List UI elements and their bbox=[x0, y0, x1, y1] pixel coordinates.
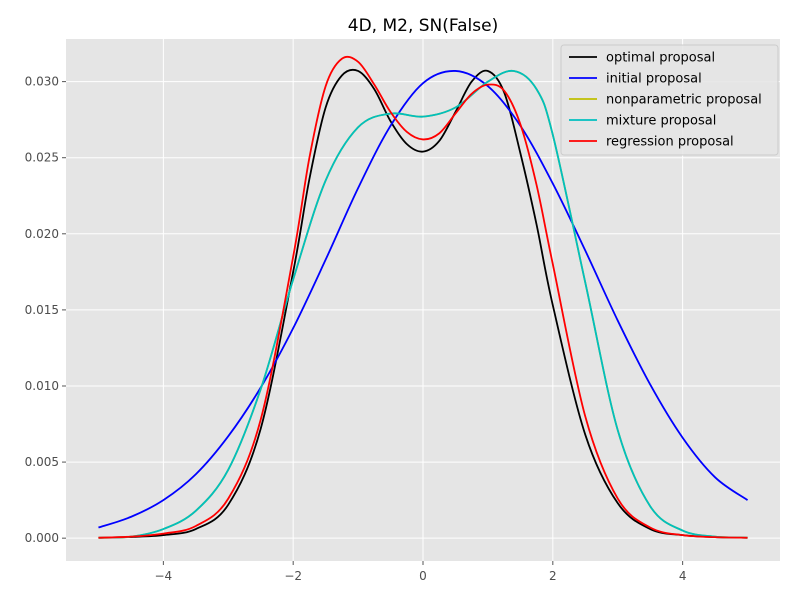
legend-label: regression proposal bbox=[606, 135, 734, 150]
x-tick-label: 2 bbox=[549, 569, 557, 583]
x-tick-label: 4 bbox=[679, 569, 687, 583]
grid bbox=[66, 39, 780, 561]
legend-label: initial proposal bbox=[606, 72, 702, 87]
y-tick-label: 0.025 bbox=[25, 151, 59, 165]
y-tick-label: 0.030 bbox=[25, 75, 59, 89]
series-layer bbox=[98, 55, 749, 539]
y-axis: 0.000 0.005 0.010 0.015 0.020 0.025 0.030 bbox=[25, 75, 66, 545]
legend-box bbox=[560, 44, 779, 156]
series-line-mixture-proposal bbox=[98, 69, 748, 539]
legend: optimal proposal initial proposal nonparam… bbox=[560, 44, 779, 156]
x-tick-label: −4 bbox=[155, 569, 173, 583]
y-tick-label: 0.005 bbox=[25, 455, 59, 469]
x-tick-label: −2 bbox=[284, 569, 302, 583]
y-tick-label: 0.015 bbox=[25, 303, 59, 317]
series-line-optimal-proposal bbox=[98, 68, 748, 539]
chart-title: 4D, M2, SN(False) bbox=[348, 16, 498, 36]
legend-label: mixture proposal bbox=[606, 114, 716, 129]
x-tick-label: 0 bbox=[419, 569, 427, 583]
legend-label: nonparametric proposal bbox=[606, 93, 762, 108]
y-tick-label: 0.010 bbox=[25, 379, 59, 393]
legend-label: optimal proposal bbox=[606, 51, 715, 66]
series-line-initial-proposal bbox=[98, 70, 749, 529]
series-line-regression-proposal bbox=[98, 55, 748, 539]
x-axis: −4 −2 0 2 4 bbox=[155, 561, 687, 583]
y-tick-label: 0.000 bbox=[25, 531, 59, 545]
y-tick-label: 0.020 bbox=[25, 227, 59, 241]
